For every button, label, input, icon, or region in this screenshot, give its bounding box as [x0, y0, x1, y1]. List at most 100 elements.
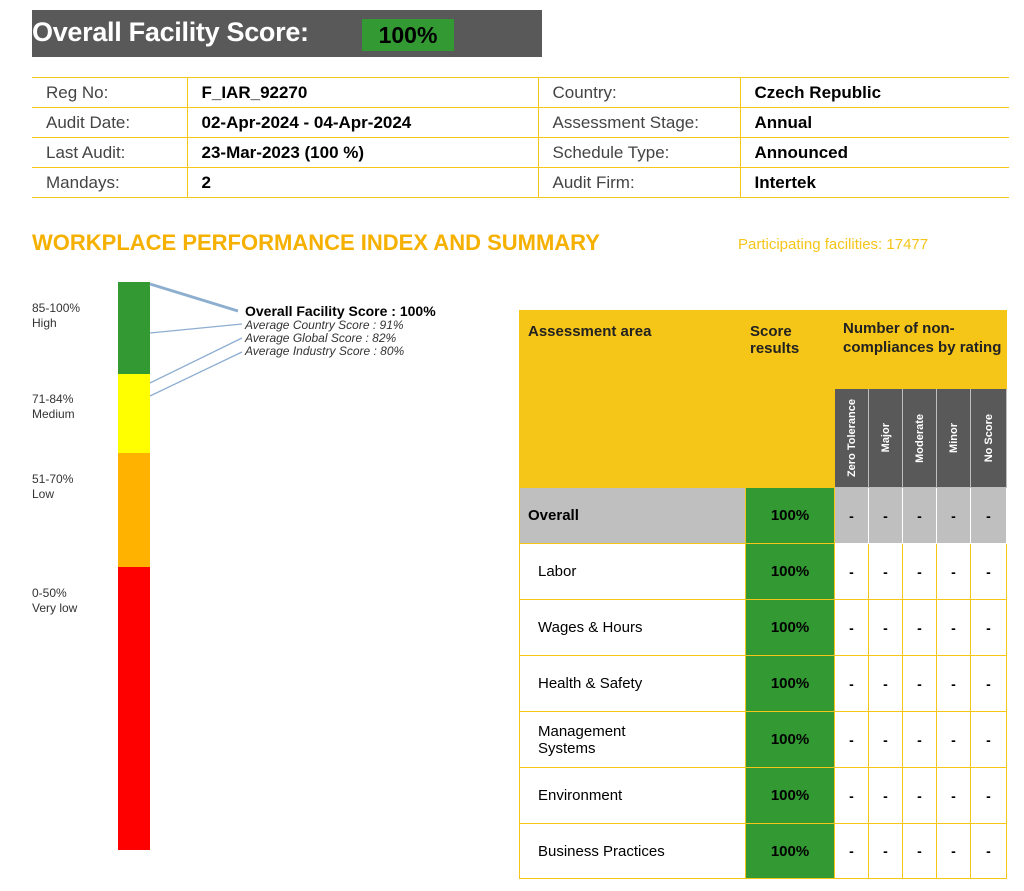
area-cell: Management Systems [519, 711, 746, 768]
scale-band-high [118, 282, 150, 374]
table-row: Wages & Hours 100% - - - - - [519, 599, 1007, 656]
header-major: Major [868, 388, 903, 488]
score-marker-lines [149, 282, 243, 397]
count-cell: - [936, 487, 971, 544]
info-row: Mandays: 2 Audit Firm: Intertek [32, 167, 1009, 198]
count-cell: - [834, 655, 869, 712]
count-cell: - [970, 655, 1007, 712]
info-value: 2 [186, 167, 538, 198]
info-label: Audit Date: [32, 107, 187, 138]
section-title: WORKPLACE PERFORMANCE INDEX AND SUMMARY [32, 230, 600, 255]
info-label: Country: [537, 77, 740, 108]
count-cell: - [834, 711, 869, 768]
info-label: Last Audit: [32, 137, 187, 168]
marker-industry: Average Industry Score : 80% [245, 344, 405, 358]
audit-info-table: Reg No: F_IAR_92270 Country: Czech Repub… [32, 77, 1009, 198]
count-cell: - [936, 711, 971, 768]
band-label-low: 51-70% Low [32, 472, 74, 501]
count-cell: - [970, 487, 1007, 544]
count-cell: - [936, 823, 971, 879]
score-cell: 100% [745, 599, 835, 656]
header-no-score: No Score [970, 388, 1007, 488]
overall-marker-line [149, 282, 239, 313]
count-cell: - [834, 823, 869, 879]
overall-score-banner: Overall Facility Score: 100% [32, 10, 542, 57]
scale-band-very-low [118, 567, 150, 850]
header-assessment-area: Assessment area [519, 310, 746, 488]
count-cell: - [868, 767, 903, 824]
global-marker-line [149, 337, 243, 384]
count-cell: - [970, 711, 1007, 768]
count-cell: - [936, 599, 971, 656]
overall-score-value: 100% [362, 19, 454, 51]
marker-overall: Overall Facility Score : 100% [245, 303, 436, 319]
count-cell: - [936, 767, 971, 824]
count-cell: - [970, 767, 1007, 824]
area-cell: Labor [519, 543, 746, 600]
band-label-very-low: 0-50% Very low [32, 586, 78, 615]
count-cell: - [868, 599, 903, 656]
info-label: Assessment Stage: [537, 107, 740, 138]
area-cell: Business Practices [519, 823, 746, 879]
info-row: Last Audit: 23-Mar-2023 (100 %) Schedule… [32, 137, 1009, 168]
score-cell: 100% [745, 543, 835, 600]
count-cell: - [902, 487, 937, 544]
count-cell: - [902, 543, 937, 600]
count-cell: - [868, 655, 903, 712]
marker-global: Average Global Score : 82% [245, 331, 397, 345]
band-label-medium: 71-84% Medium [32, 392, 75, 421]
overall-score-title: Overall Facility Score: [32, 17, 309, 47]
header-score-results: Score results [745, 310, 835, 488]
count-cell: - [902, 823, 937, 879]
table-row: Business Practices 100% - - - - - [519, 823, 1007, 879]
score-cell: 100% [745, 487, 835, 544]
info-value: 02-Apr-2024 - 04-Apr-2024 [186, 107, 538, 138]
score-cell: 100% [745, 711, 835, 768]
score-cell: 100% [745, 823, 835, 879]
area-cell: Environment [519, 767, 746, 824]
info-value: Annual [739, 107, 1009, 138]
marker-country: Average Country Score : 91% [245, 318, 404, 332]
info-label: Mandays: [32, 167, 187, 198]
table-row-overall: Overall 100% - - - - - [519, 487, 1007, 544]
count-cell: - [902, 767, 937, 824]
header-zero-tolerance: Zero Tolerance [834, 388, 869, 488]
count-cell: - [970, 599, 1007, 656]
info-label: Reg No: [32, 77, 187, 108]
info-value: Intertek [739, 167, 1009, 198]
info-row: Reg No: F_IAR_92270 Country: Czech Repub… [32, 77, 1009, 108]
scale-band-low [118, 453, 150, 567]
table-row: Environment 100% - - - - - [519, 767, 1007, 824]
table-header-row: Assessment area Score results Number of … [519, 310, 1007, 488]
count-cell: - [834, 599, 869, 656]
count-cell: - [868, 823, 903, 879]
count-cell: - [970, 823, 1007, 879]
count-cell: - [834, 543, 869, 600]
count-cell: - [902, 711, 937, 768]
count-cell: - [868, 711, 903, 768]
count-cell: - [902, 655, 937, 712]
count-cell: - [902, 599, 937, 656]
count-cell: - [834, 767, 869, 824]
table-row: Labor 100% - - - - - [519, 543, 1007, 600]
table-row: Health & Safety 100% - - - - - [519, 655, 1007, 712]
count-cell: - [834, 487, 869, 544]
info-label: Schedule Type: [537, 137, 740, 168]
info-label: Audit Firm: [537, 167, 740, 198]
band-label-high: 85-100% High [32, 301, 81, 330]
score-cell: 100% [745, 767, 835, 824]
count-cell: - [936, 655, 971, 712]
participating-facilities: Participating facilities: 17477 [738, 236, 929, 253]
count-cell: - [936, 543, 971, 600]
results-table: Assessment area Score results Number of … [519, 310, 1007, 879]
count-cell: - [868, 543, 903, 600]
count-cell: - [868, 487, 903, 544]
country-marker-line [149, 323, 243, 334]
table-row: Management Systems 100% - - - - - [519, 711, 1007, 768]
count-cell: - [970, 543, 1007, 600]
industry-marker-line [149, 351, 243, 397]
area-cell: Wages & Hours [519, 599, 746, 656]
scale-band-medium [118, 374, 150, 453]
info-row: Audit Date: 02-Apr-2024 - 04-Apr-2024 As… [32, 107, 1009, 138]
area-cell: Health & Safety [519, 655, 746, 712]
